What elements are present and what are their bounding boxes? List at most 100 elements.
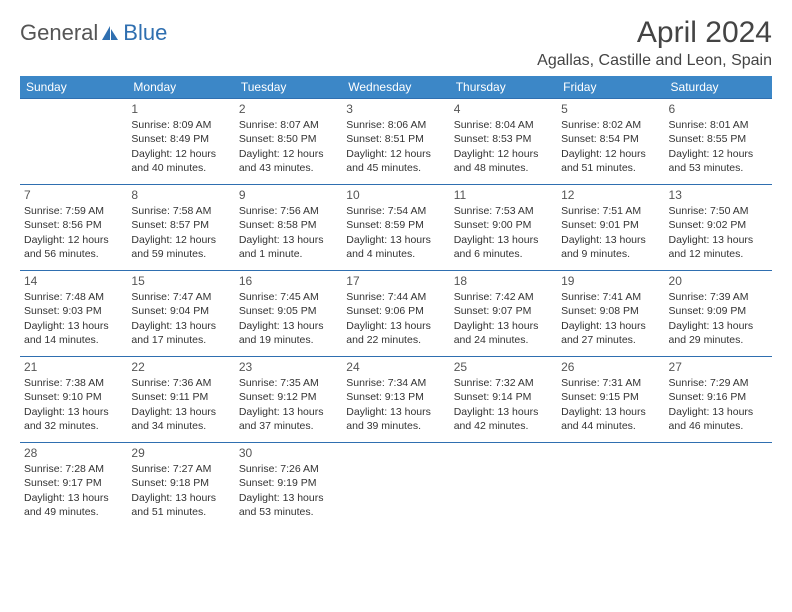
- day-number: 28: [24, 445, 123, 461]
- sunrise-line: Sunrise: 7:27 AM: [131, 462, 230, 476]
- daylight-line: Daylight: 13 hours and 49 minutes.: [24, 491, 123, 519]
- calendar-week-row: 21Sunrise: 7:38 AMSunset: 9:10 PMDayligh…: [20, 357, 772, 443]
- day-number: 18: [454, 273, 553, 289]
- sunrise-line: Sunrise: 7:32 AM: [454, 376, 553, 390]
- calendar-week-row: 1Sunrise: 8:09 AMSunset: 8:49 PMDaylight…: [20, 99, 772, 185]
- calendar-day-cell: 12Sunrise: 7:51 AMSunset: 9:01 PMDayligh…: [557, 185, 664, 271]
- sunset-line: Sunset: 8:49 PM: [131, 132, 230, 146]
- day-number: 1: [131, 101, 230, 117]
- sunset-line: Sunset: 8:58 PM: [239, 218, 338, 232]
- sunset-line: Sunset: 9:05 PM: [239, 304, 338, 318]
- sunrise-line: Sunrise: 7:51 AM: [561, 204, 660, 218]
- daylight-line: Daylight: 12 hours and 45 minutes.: [346, 147, 445, 175]
- sunset-line: Sunset: 9:17 PM: [24, 476, 123, 490]
- day-number: 22: [131, 359, 230, 375]
- sunset-line: Sunset: 9:01 PM: [561, 218, 660, 232]
- daylight-line: Daylight: 12 hours and 43 minutes.: [239, 147, 338, 175]
- sunrise-line: Sunrise: 7:42 AM: [454, 290, 553, 304]
- daylight-line: Daylight: 13 hours and 9 minutes.: [561, 233, 660, 261]
- sunrise-line: Sunrise: 7:28 AM: [24, 462, 123, 476]
- sunrise-line: Sunrise: 8:01 AM: [669, 118, 768, 132]
- calendar-day-cell: 8Sunrise: 7:58 AMSunset: 8:57 PMDaylight…: [127, 185, 234, 271]
- sunset-line: Sunset: 8:59 PM: [346, 218, 445, 232]
- sunset-line: Sunset: 8:55 PM: [669, 132, 768, 146]
- day-number: 19: [561, 273, 660, 289]
- weekday-header: Thursday: [450, 76, 557, 99]
- day-number: 5: [561, 101, 660, 117]
- sunrise-line: Sunrise: 7:31 AM: [561, 376, 660, 390]
- day-number: 9: [239, 187, 338, 203]
- daylight-line: Daylight: 13 hours and 12 minutes.: [669, 233, 768, 261]
- calendar-day-cell: 11Sunrise: 7:53 AMSunset: 9:00 PMDayligh…: [450, 185, 557, 271]
- sunrise-line: Sunrise: 7:58 AM: [131, 204, 230, 218]
- sunrise-line: Sunrise: 7:35 AM: [239, 376, 338, 390]
- logo: General Blue: [20, 16, 167, 46]
- calendar-day-cell: 15Sunrise: 7:47 AMSunset: 9:04 PMDayligh…: [127, 271, 234, 357]
- calendar-day-cell: 20Sunrise: 7:39 AMSunset: 9:09 PMDayligh…: [665, 271, 772, 357]
- daylight-line: Daylight: 13 hours and 39 minutes.: [346, 405, 445, 433]
- daylight-line: Daylight: 13 hours and 27 minutes.: [561, 319, 660, 347]
- sunset-line: Sunset: 8:57 PM: [131, 218, 230, 232]
- daylight-line: Daylight: 12 hours and 48 minutes.: [454, 147, 553, 175]
- daylight-line: Daylight: 13 hours and 19 minutes.: [239, 319, 338, 347]
- daylight-line: Daylight: 13 hours and 42 minutes.: [454, 405, 553, 433]
- sunrise-line: Sunrise: 7:44 AM: [346, 290, 445, 304]
- day-number: 10: [346, 187, 445, 203]
- month-title: April 2024: [537, 16, 772, 50]
- day-number: 20: [669, 273, 768, 289]
- daylight-line: Daylight: 13 hours and 4 minutes.: [346, 233, 445, 261]
- sunset-line: Sunset: 8:51 PM: [346, 132, 445, 146]
- sunrise-line: Sunrise: 7:47 AM: [131, 290, 230, 304]
- calendar-day-cell: 3Sunrise: 8:06 AMSunset: 8:51 PMDaylight…: [342, 99, 449, 185]
- daylight-line: Daylight: 13 hours and 34 minutes.: [131, 405, 230, 433]
- sunrise-line: Sunrise: 7:29 AM: [669, 376, 768, 390]
- calendar-day-cell: 6Sunrise: 8:01 AMSunset: 8:55 PMDaylight…: [665, 99, 772, 185]
- sunset-line: Sunset: 9:08 PM: [561, 304, 660, 318]
- calendar-day-cell: 30Sunrise: 7:26 AMSunset: 9:19 PMDayligh…: [235, 443, 342, 529]
- calendar-day-cell: [20, 99, 127, 185]
- day-number: 6: [669, 101, 768, 117]
- logo-sail-icon: [100, 24, 120, 42]
- sunset-line: Sunset: 9:18 PM: [131, 476, 230, 490]
- calendar-day-cell: 14Sunrise: 7:48 AMSunset: 9:03 PMDayligh…: [20, 271, 127, 357]
- sunset-line: Sunset: 8:53 PM: [454, 132, 553, 146]
- day-number: 2: [239, 101, 338, 117]
- day-number: 12: [561, 187, 660, 203]
- calendar-day-cell: [450, 443, 557, 529]
- calendar-day-cell: 13Sunrise: 7:50 AMSunset: 9:02 PMDayligh…: [665, 185, 772, 271]
- day-number: 8: [131, 187, 230, 203]
- sunset-line: Sunset: 9:11 PM: [131, 390, 230, 404]
- daylight-line: Daylight: 12 hours and 56 minutes.: [24, 233, 123, 261]
- sunrise-line: Sunrise: 7:53 AM: [454, 204, 553, 218]
- sunset-line: Sunset: 8:56 PM: [24, 218, 123, 232]
- weekday-header: Friday: [557, 76, 664, 99]
- sunset-line: Sunset: 9:04 PM: [131, 304, 230, 318]
- sunrise-line: Sunrise: 7:39 AM: [669, 290, 768, 304]
- sunset-line: Sunset: 8:54 PM: [561, 132, 660, 146]
- calendar-day-cell: 18Sunrise: 7:42 AMSunset: 9:07 PMDayligh…: [450, 271, 557, 357]
- sunset-line: Sunset: 9:03 PM: [24, 304, 123, 318]
- day-number: 3: [346, 101, 445, 117]
- day-number: 4: [454, 101, 553, 117]
- daylight-line: Daylight: 12 hours and 53 minutes.: [669, 147, 768, 175]
- calendar-week-row: 28Sunrise: 7:28 AMSunset: 9:17 PMDayligh…: [20, 443, 772, 529]
- logo-text-general: General: [20, 20, 98, 46]
- calendar-day-cell: 7Sunrise: 7:59 AMSunset: 8:56 PMDaylight…: [20, 185, 127, 271]
- weekday-header: Sunday: [20, 76, 127, 99]
- calendar-day-cell: [342, 443, 449, 529]
- sunrise-line: Sunrise: 7:56 AM: [239, 204, 338, 218]
- daylight-line: Daylight: 13 hours and 14 minutes.: [24, 319, 123, 347]
- weekday-header: Tuesday: [235, 76, 342, 99]
- daylight-line: Daylight: 13 hours and 53 minutes.: [239, 491, 338, 519]
- calendar-day-cell: 24Sunrise: 7:34 AMSunset: 9:13 PMDayligh…: [342, 357, 449, 443]
- calendar-day-cell: 29Sunrise: 7:27 AMSunset: 9:18 PMDayligh…: [127, 443, 234, 529]
- calendar-day-cell: 21Sunrise: 7:38 AMSunset: 9:10 PMDayligh…: [20, 357, 127, 443]
- daylight-line: Daylight: 13 hours and 44 minutes.: [561, 405, 660, 433]
- calendar-day-cell: 23Sunrise: 7:35 AMSunset: 9:12 PMDayligh…: [235, 357, 342, 443]
- calendar-day-cell: 16Sunrise: 7:45 AMSunset: 9:05 PMDayligh…: [235, 271, 342, 357]
- title-block: April 2024 Agallas, Castille and Leon, S…: [537, 16, 772, 70]
- sunset-line: Sunset: 9:02 PM: [669, 218, 768, 232]
- weekday-header: Wednesday: [342, 76, 449, 99]
- day-number: 16: [239, 273, 338, 289]
- daylight-line: Daylight: 13 hours and 46 minutes.: [669, 405, 768, 433]
